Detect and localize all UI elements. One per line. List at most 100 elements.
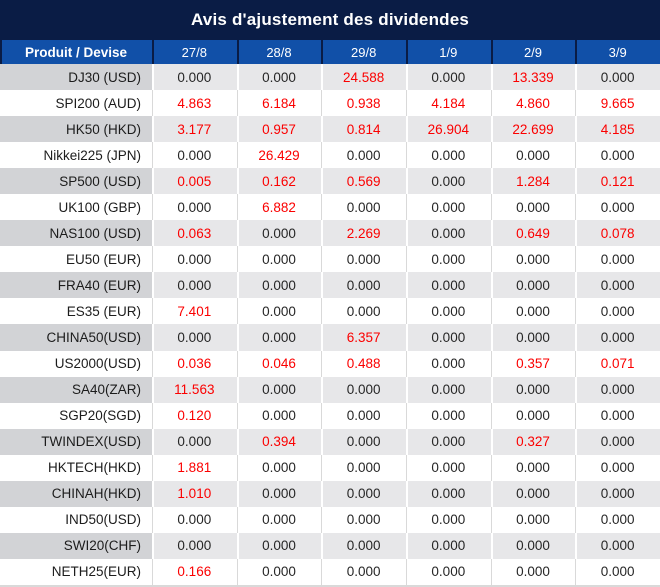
date-header-cell: 1/9 — [406, 40, 491, 64]
value-cell: 0.000 — [405, 298, 491, 325]
value-cell: 0.000 — [236, 480, 322, 507]
value-cell: 0.000 — [575, 558, 660, 585]
value-cell: 0.000 — [490, 246, 576, 273]
value-cell: 0.000 — [575, 194, 660, 221]
value-cell: 0.000 — [152, 428, 237, 455]
value-cell: 0.000 — [321, 454, 406, 481]
value-cell: 4.184 — [405, 90, 491, 117]
value-cell: 0.357 — [490, 350, 576, 377]
value-cell: 0.078 — [575, 220, 660, 247]
product-cell: CHINA50(USD) — [0, 324, 152, 351]
value-cell: 11.563 — [152, 376, 237, 403]
product-cell: DJ30 (USD) — [0, 64, 152, 91]
value-cell: 0.000 — [575, 272, 660, 299]
value-cell: 0.000 — [405, 272, 491, 299]
value-cell: 0.000 — [490, 298, 576, 325]
product-cell: UK100 (GBP) — [0, 194, 152, 221]
value-cell: 0.000 — [152, 532, 237, 559]
value-cell: 0.000 — [236, 532, 322, 559]
value-cell: 0.000 — [405, 480, 491, 507]
value-cell: 0.000 — [405, 454, 491, 481]
value-cell: 0.000 — [575, 376, 660, 403]
table-row: DJ30 (USD) 0.000 0.000 24.588 0.000 13.339 0.0… — [0, 64, 660, 91]
value-cell: 0.000 — [405, 246, 491, 273]
value-cell: 0.000 — [490, 324, 576, 351]
table-row: FRA40 (EUR) 0.000 0.000 0.000 0.000 0.000 0.00… — [0, 272, 660, 299]
product-cell: FRA40 (EUR) — [0, 272, 152, 299]
value-cell: 0.000 — [575, 454, 660, 481]
value-cell: 0.000 — [575, 246, 660, 273]
page-title: Avis d'ajustement des dividendes — [0, 0, 660, 40]
product-cell: Nikkei225 (JPN) — [0, 142, 152, 169]
table-row: NAS100 (USD) 0.063 0.000 2.269 0.000 0.649 0.0… — [0, 220, 660, 247]
value-cell: 0.000 — [575, 298, 660, 325]
table-row: ES35 (EUR) 7.401 0.000 0.000 0.000 0.000 0.000 — [0, 298, 660, 325]
value-cell: 0.000 — [490, 506, 576, 533]
value-cell: 4.863 — [152, 90, 237, 117]
table-row: IND50(USD) 0.000 0.000 0.000 0.000 0.000 0.000 — [0, 506, 660, 533]
value-cell: 0.000 — [152, 194, 237, 221]
table-row: SA40(ZAR) 11.563 0.000 0.000 0.000 0.000 0.000 — [0, 376, 660, 403]
value-cell: 6.184 — [236, 90, 322, 117]
value-cell: 0.000 — [490, 558, 576, 585]
table-row: US2000(USD) 0.036 0.046 0.488 0.000 0.357 0.07… — [0, 350, 660, 377]
value-cell: 0.036 — [152, 350, 237, 377]
value-cell: 0.394 — [236, 428, 322, 455]
product-cell: ES35 (EUR) — [0, 298, 152, 325]
value-cell: 0.000 — [405, 350, 491, 377]
product-cell: NAS100 (USD) — [0, 220, 152, 247]
value-cell: 22.699 — [490, 116, 576, 143]
value-cell: 0.000 — [490, 532, 576, 559]
value-cell: 0.000 — [490, 480, 576, 507]
value-cell: 13.339 — [490, 64, 576, 91]
value-cell: 0.000 — [575, 506, 660, 533]
table-row: SWI20(CHF) 0.000 0.000 0.000 0.000 0.000 0.000 — [0, 532, 660, 559]
value-cell: 0.000 — [575, 480, 660, 507]
date-header-cell: 3/9 — [575, 40, 660, 64]
value-cell: 0.000 — [321, 402, 406, 429]
value-cell: 24.588 — [321, 64, 406, 91]
value-cell: 0.000 — [405, 558, 491, 585]
table-row: NETH25(EUR) 0.166 0.000 0.000 0.000 0.000 0.00… — [0, 558, 660, 585]
value-cell: 0.000 — [321, 298, 406, 325]
product-cell: SWI20(CHF) — [0, 532, 152, 559]
value-cell: 0.814 — [321, 116, 406, 143]
value-cell: 0.000 — [490, 142, 576, 169]
value-cell: 4.185 — [575, 116, 660, 143]
date-header-cell: 2/9 — [491, 40, 576, 64]
value-cell: 0.000 — [490, 376, 576, 403]
table-row: SGP20(SGD) 0.120 0.000 0.000 0.000 0.000 0.000 — [0, 402, 660, 429]
value-cell: 0.071 — [575, 350, 660, 377]
value-cell: 0.000 — [575, 142, 660, 169]
value-cell: 0.005 — [152, 168, 237, 195]
value-cell: 6.882 — [236, 194, 322, 221]
value-cell: 0.000 — [575, 64, 660, 91]
value-cell: 0.000 — [321, 194, 406, 221]
value-cell: 0.000 — [490, 402, 576, 429]
table-row: HK50 (HKD) 3.177 0.957 0.814 26.904 22.699 4.1… — [0, 116, 660, 143]
value-cell: 0.000 — [321, 246, 406, 273]
value-cell: 0.000 — [490, 272, 576, 299]
product-cell: CHINAH(HKD) — [0, 480, 152, 507]
table-row: CHINA50(USD) 0.000 0.000 6.357 0.000 0.000 0.0… — [0, 324, 660, 351]
table-row: Nikkei225 (JPN) 0.000 26.429 0.000 0.000 0.00… — [0, 142, 660, 169]
value-cell: 0.000 — [321, 428, 406, 455]
product-cell: TWINDEX(USD) — [0, 428, 152, 455]
value-cell: 1.010 — [152, 480, 237, 507]
value-cell: 0.938 — [321, 90, 406, 117]
value-cell: 0.000 — [236, 376, 322, 403]
value-cell: 0.000 — [575, 324, 660, 351]
date-header-cell: 29/8 — [321, 40, 406, 64]
value-cell: 0.000 — [405, 220, 491, 247]
value-cell: 0.000 — [152, 324, 237, 351]
value-cell: 0.000 — [152, 142, 237, 169]
value-cell: 0.000 — [152, 506, 237, 533]
value-cell: 0.000 — [236, 454, 322, 481]
value-cell: 3.177 — [152, 116, 237, 143]
value-cell: 1.881 — [152, 454, 237, 481]
value-cell: 9.665 — [575, 90, 660, 117]
value-cell: 0.000 — [321, 480, 406, 507]
date-header-cell: 27/8 — [152, 40, 237, 64]
value-cell: 4.860 — [490, 90, 576, 117]
value-cell: 0.000 — [152, 64, 237, 91]
